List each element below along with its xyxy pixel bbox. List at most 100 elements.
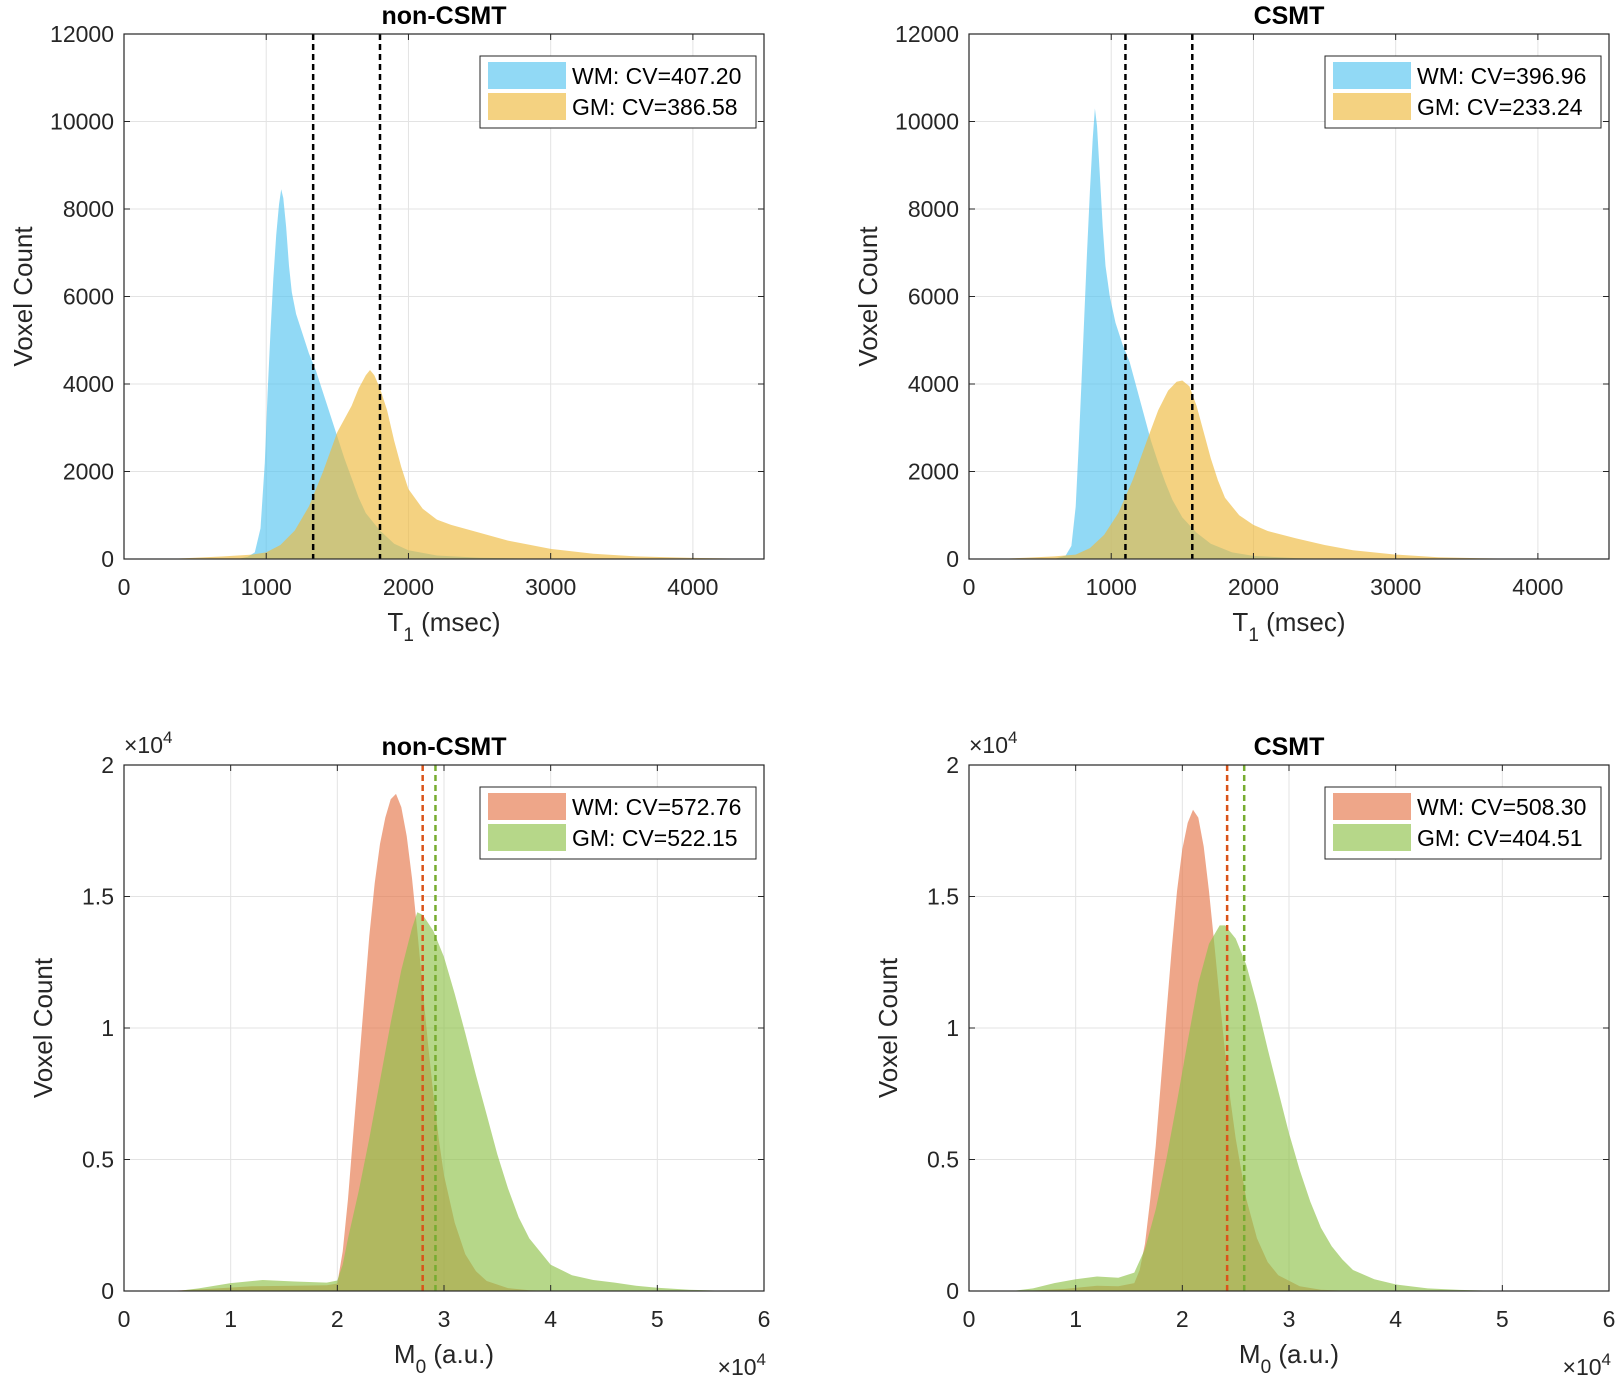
y-tick-label: 12000 [895,21,959,47]
x-tick-label: 4000 [1512,574,1563,600]
legend: WM: CV=572.76 GM: CV=522.15 [479,786,757,860]
x-tick-label: 0 [118,1306,131,1332]
x-tick-label: 0 [118,574,131,600]
x-tick-label: 3 [438,1306,451,1332]
legend-label-1: WM: CV=508.30 [1417,794,1586,820]
x-tick-label: 6 [1603,1306,1616,1332]
x-axis-label: M0 (a.u.) [394,1339,494,1378]
y-tick-label: 0.5 [82,1147,114,1173]
x-tick-label: 2000 [1228,574,1279,600]
legend-swatch-1 [1333,793,1411,820]
x-tick-label: 0 [963,574,976,600]
y-exponent-power: 4 [1008,728,1017,747]
x-tick-label: 0 [963,1306,976,1332]
chart-panel-2: 0 1000 2000 3000 4000 0 2000 4000 6000 8000 10000 1… [853,2,1610,646]
y-axis-label: Voxel Count [873,957,903,1098]
legend: WM: CV=396.96 GM: CV=233.24 [1324,55,1602,129]
histogram-series-2 [177,912,733,1291]
y-tick-label: 1 [946,1015,959,1041]
legend-label-1: WM: CV=572.76 [572,794,741,820]
legend-swatch-1 [1333,62,1411,89]
x-exponent-label: ×104 [1563,1350,1611,1380]
x-tick-label: 1000 [1086,574,1137,600]
x-tick-label: 4 [1389,1306,1402,1332]
legend-label-2: GM: CV=522.15 [572,825,738,851]
legend-swatch-1 [488,793,566,820]
y-tick-label: 0 [946,1278,959,1304]
legend-swatch-2 [1333,93,1411,120]
legend-label-2: GM: CV=386.58 [572,94,738,120]
x-axis-label-unit: (msec) [1259,607,1346,637]
y-tick-label: 8000 [908,196,959,222]
x-axis-label-subscript: 1 [1248,625,1259,646]
legend-swatch-2 [1333,824,1411,851]
x-tick-label: 1000 [241,574,292,600]
x-tick-label: 1 [1069,1306,1082,1332]
x-tick-label: 4000 [667,574,718,600]
y-tick-label: 1.5 [927,884,959,910]
y-exponent-base: ×10 [124,732,163,758]
y-exponent-base: ×10 [969,732,1008,758]
x-tick-label: 5 [1496,1306,1509,1332]
x-axis-label-main: M [394,1339,416,1369]
y-tick-label: 2000 [908,459,959,485]
legend-label-1: WM: CV=396.96 [1417,63,1586,89]
legend-swatch-1 [488,62,566,89]
legend-label-2: GM: CV=233.24 [1417,94,1583,120]
legend-label-1: WM: CV=407.20 [572,63,741,89]
x-tick-label: 3000 [525,574,576,600]
x-tick-label: 2 [331,1306,344,1332]
x-tick-label: 2 [1176,1306,1189,1332]
x-axis-label-unit: (msec) [414,607,501,637]
y-tick-label: 6000 [908,284,959,310]
x-tick-label: 3000 [1370,574,1421,600]
chart-title: non-CSMT [382,2,507,30]
x-axis-label-unit: (a.u.) [426,1339,494,1369]
y-axis-label: Voxel Count [28,957,58,1098]
y-tick-label: 0 [101,1278,114,1304]
x-axis-label-subscript: 1 [403,625,414,646]
x-tick-label: 1 [224,1306,237,1332]
x-exponent-power: 4 [757,1350,766,1369]
x-axis-label: T1 (msec) [387,607,500,646]
legend-label-2: GM: CV=404.51 [1417,825,1583,851]
y-tick-label: 2 [946,752,959,778]
y-tick-label: 12000 [50,21,114,47]
x-tick-label: 6 [758,1306,771,1332]
y-tick-label: 0.5 [927,1147,959,1173]
x-tick-label: 5 [651,1306,664,1332]
legend-swatch-2 [488,824,566,851]
legend: WM: CV=407.20 GM: CV=386.58 [479,55,757,129]
y-axis-label: Voxel Count [853,226,883,367]
x-axis-label-unit: (a.u.) [1271,1339,1339,1369]
legend: WM: CV=508.30 GM: CV=404.51 [1324,786,1602,860]
y-tick-label: 10000 [895,109,959,135]
x-axis-label-subscript: 0 [1261,1357,1272,1378]
legend-swatch-2 [488,93,566,120]
chart-title: CSMT [1254,733,1325,761]
x-tick-label: 2000 [383,574,434,600]
y-tick-label: 2 [101,752,114,778]
histogram-series-2 [997,380,1538,559]
x-axis-label-subscript: 0 [416,1357,427,1378]
x-exponent-base: ×10 [718,1354,757,1380]
chart-title: non-CSMT [382,733,507,761]
y-axis-label: Voxel Count [8,226,38,367]
y-tick-label: 1 [101,1015,114,1041]
chart-panel-1: 0 1000 2000 3000 4000 0 2000 4000 6000 8000 10000 1… [8,2,765,646]
x-axis-label: T1 (msec) [1232,607,1345,646]
x-tick-label: 3 [1283,1306,1296,1332]
x-axis-label-main: M [1239,1339,1261,1369]
histogram-series-2 [166,370,764,559]
y-exponent-power: 4 [163,728,172,747]
x-exponent-base: ×10 [1563,1354,1602,1380]
y-tick-label: 0 [946,546,959,572]
histogram-series-2 [1011,925,1503,1291]
y-tick-label: 6000 [63,284,114,310]
histogram-series-1 [237,189,551,560]
x-axis-label: M0 (a.u.) [1239,1339,1339,1378]
